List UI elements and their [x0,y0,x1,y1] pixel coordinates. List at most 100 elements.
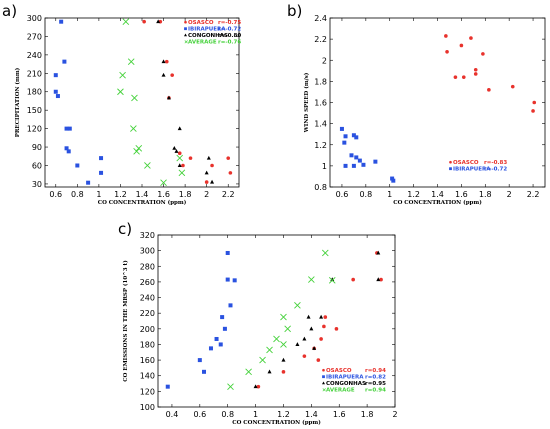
data-point [53,89,58,94]
data-point [170,73,174,77]
data-point [342,140,347,145]
chart-panel-1: a) 0.6 0.8 1 1.2 1.4 1.6 1.8 2 2.2 30 60 90 120 150 180… [2,2,241,206]
data-point [62,59,67,64]
data-point [59,19,64,24]
data-point [202,369,207,374]
data-point [176,154,184,162]
x-tick-label: 0.6 [336,190,349,199]
y-tick-label: 300 [27,14,42,23]
data-point [312,346,317,350]
data-point [204,170,209,175]
data-point [197,358,202,363]
data-point [172,145,177,150]
data-point [280,341,287,348]
data-point [245,368,252,376]
x-tick-label: 1.6 [333,410,346,419]
data-point [273,335,280,343]
y-tick-label: 30 [32,180,42,189]
data-point [322,324,326,329]
y-tick-label: 220 [140,309,155,318]
y-tick-label: 240 [27,51,42,60]
data-point [133,148,140,155]
legend-series-name: AVERAGE [188,40,217,46]
data-point [473,67,478,72]
data-point [349,153,354,158]
data-point [144,162,151,169]
x-tick-label: 2 [392,410,397,419]
data-point [178,169,186,177]
data-point [302,336,307,341]
legend-marker [184,33,187,37]
data-point [99,156,104,161]
data-point [117,88,124,96]
data-point [220,315,225,320]
legend-marker: × [322,388,327,394]
data-point [308,276,315,283]
data-point [53,73,58,78]
data-point [343,134,348,139]
legend-series-name: OSASCO [453,160,479,166]
data-point [64,146,69,151]
data-point [227,383,234,390]
series-ibirapuera [165,250,237,389]
data-point [225,250,230,255]
x-tick-label: 1.6 [157,190,170,199]
data-point [99,170,104,175]
x-tick-label: 0.8 [71,190,84,199]
legend-r-value: r=-0.80 [218,33,241,39]
plot-frame [157,234,396,408]
data-point [376,250,381,255]
data-point [228,303,233,308]
y-tick-label: 180 [27,88,42,97]
data-point [208,346,213,351]
data-point [321,249,329,257]
y-tick-label: 270 [27,32,42,41]
legend-marker [184,20,187,24]
legend-r-value: r=0.82 [365,375,386,381]
legend-series-name: AVERAGE [326,388,355,394]
data-point [473,72,478,76]
legend-r-value: r=-0.72 [218,27,241,33]
legend-r-value: r=0.94 [365,388,386,394]
series-average [227,249,336,390]
legend-series-name: IBIRAPUERA [188,27,226,33]
chart-panel-3: c) 0.4 0.6 0.8 1 1.2 1.4 1.6 1.8 2 100 120 140 160 180… [118,220,398,426]
x-tick-label: 1.6 [455,190,468,199]
data-point [481,52,485,56]
x-tick-label: 0.6 [49,190,62,199]
data-point [459,43,464,48]
y-tick-label: 120 [140,387,155,396]
data-point [319,314,324,319]
data-point [161,59,166,64]
legend-marker [322,381,325,385]
data-point [469,36,473,40]
y-tick-label: 1.4 [314,120,327,129]
data-point [361,162,366,167]
data-point [376,277,381,282]
data-point [131,94,138,102]
data-point [487,88,491,92]
legend-series-name: CONGONHAS [188,33,228,39]
series-ibirapuera [339,126,396,183]
y-tick-label: 60 [32,161,42,170]
x-tick-label: 1 [96,190,101,199]
y-tick-label: 210 [27,69,42,78]
data-point [354,135,359,140]
x-tick-label: 2 [204,190,209,199]
legend-r-value: r=-0.75 [218,20,241,26]
data-point [127,58,135,65]
panel-label: c) [118,220,132,238]
x-tick-label: 1.4 [431,190,444,199]
data-point [309,326,314,331]
legend-series-name: IBIRAPUERA [453,167,491,173]
legend-marker: × [184,40,189,46]
data-point [253,384,258,389]
data-point [55,94,60,99]
x-tick-label: 1 [387,190,392,199]
data-point [206,155,211,160]
data-point [122,18,130,26]
data-point [306,314,311,319]
y-tick-label: 1.6 [314,99,327,108]
data-point [228,171,233,175]
